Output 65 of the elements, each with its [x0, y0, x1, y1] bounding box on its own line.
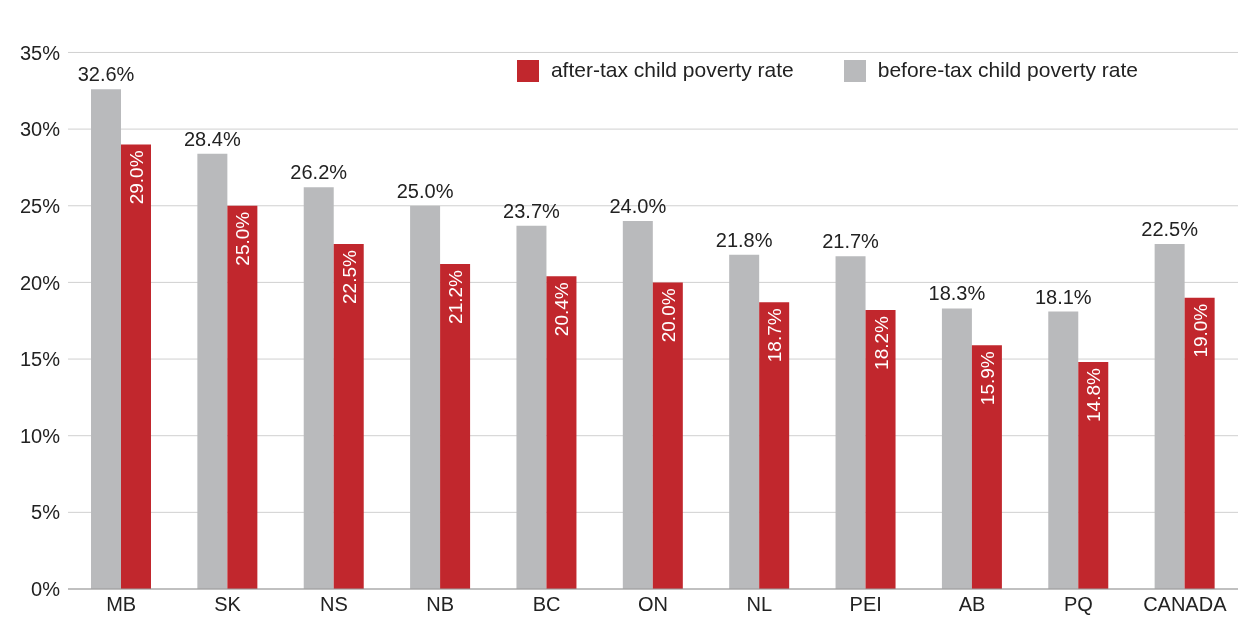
- data-label: 18.2%: [870, 315, 892, 370]
- data-label: 21.7%: [822, 230, 880, 253]
- y-tick-label: 25%: [19, 194, 61, 217]
- x-tick-label: MB: [106, 593, 137, 616]
- data-label: 32.6%: [77, 63, 135, 86]
- data-label: 23.7%: [503, 199, 561, 222]
- y-tick-label: 5%: [31, 501, 61, 524]
- bar: [622, 221, 653, 589]
- bar: [835, 256, 866, 589]
- data-label: 18.3%: [928, 282, 986, 305]
- data-label: 21.8%: [715, 228, 773, 251]
- x-tick-label: NL: [746, 593, 773, 616]
- data-label: 18.7%: [764, 308, 786, 363]
- bar: [121, 144, 151, 589]
- bar: [197, 153, 228, 589]
- y-tick-label: 10%: [19, 424, 61, 447]
- x-tick-label: PEI: [849, 593, 882, 616]
- bar: [941, 308, 972, 589]
- data-label: 20.0%: [657, 288, 679, 343]
- bar: [303, 187, 334, 589]
- x-tick-label: PQ: [1064, 593, 1093, 616]
- data-label: 15.9%: [976, 351, 998, 406]
- bar: [1048, 311, 1079, 589]
- bar: [227, 205, 258, 589]
- bar: [652, 282, 683, 589]
- bar: [971, 345, 1002, 589]
- data-label: 24.0%: [609, 195, 667, 218]
- data-label: 26.2%: [290, 161, 348, 184]
- bar: [1184, 297, 1215, 589]
- bar: [440, 264, 471, 589]
- x-tick-label: NS: [320, 593, 348, 616]
- bar: [1078, 362, 1109, 589]
- bar: [729, 254, 760, 589]
- x-tick-label: CANADA: [1143, 593, 1228, 616]
- y-tick-label: 15%: [19, 348, 61, 371]
- x-tick-label: SK: [214, 593, 242, 616]
- data-label: 18.1%: [1034, 285, 1092, 308]
- data-label: 19.0%: [1189, 303, 1211, 358]
- data-label: 20.4%: [551, 282, 573, 337]
- bar: [410, 205, 441, 589]
- bar: [546, 276, 577, 589]
- bar: [759, 302, 790, 589]
- x-tick-label: BC: [532, 593, 561, 616]
- bar: [516, 225, 547, 589]
- data-label: 28.4%: [184, 127, 241, 150]
- data-label: 25.0%: [232, 211, 254, 266]
- legend-label: before-tax child poverty rate: [877, 58, 1138, 81]
- y-tick-label: 0%: [31, 578, 61, 601]
- bar: [1154, 244, 1185, 589]
- y-tick-label: 20%: [19, 271, 61, 294]
- y-tick-label: 35%: [19, 41, 61, 64]
- data-label: 25.0%: [396, 179, 454, 202]
- y-tick-label: 30%: [19, 118, 61, 141]
- x-tick-label: ON: [638, 593, 668, 616]
- legend-label: after-tax child poverty rate: [550, 58, 794, 81]
- data-label: 22.5%: [1141, 218, 1199, 241]
- data-label: 22.5%: [338, 249, 360, 304]
- data-label: 21.2%: [445, 269, 467, 324]
- bar: [333, 244, 364, 589]
- x-tick-label: AB: [958, 593, 986, 616]
- data-label: 29.0%: [126, 150, 147, 205]
- bar: [865, 310, 896, 589]
- x-tick-label: NB: [426, 593, 455, 616]
- bar: [91, 89, 121, 589]
- data-label: 14.8%: [1083, 368, 1105, 422]
